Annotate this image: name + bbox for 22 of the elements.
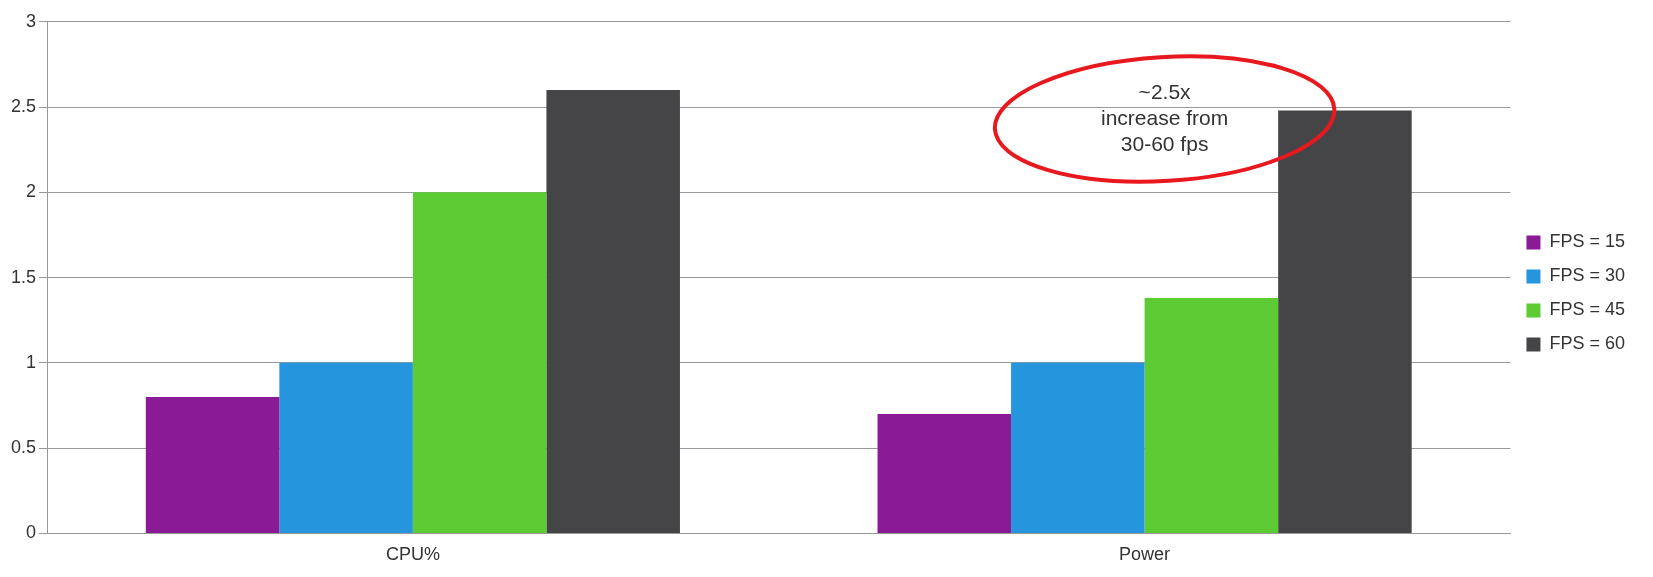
x-tick-label: Power (1119, 544, 1171, 565)
y-tick-label: 0 (26, 522, 37, 543)
annotation: ~2.5x increase from 30-60 fps (1100, 79, 1229, 155)
legend-label: FPS = 15 (1549, 231, 1625, 252)
y-tick-label: 2.5 (10, 96, 37, 117)
bar (1144, 298, 1279, 533)
legend-label: FPS = 45 (1549, 299, 1625, 320)
y-tick-label: 2 (26, 181, 37, 202)
legend-label: FPS = 60 (1549, 333, 1625, 354)
y-tick-label: 0.5 (10, 437, 37, 458)
y-tick-label: 1 (26, 351, 37, 372)
bar (1011, 362, 1145, 533)
bar (877, 414, 1012, 533)
y-tick-label: 3 (26, 10, 37, 31)
y-tick-label: 1.5 (10, 266, 37, 287)
legend-label: FPS = 30 (1549, 265, 1625, 286)
x-tick-label: CPU% (385, 544, 440, 565)
bar (546, 90, 680, 533)
bar (412, 192, 547, 533)
bar (145, 396, 280, 533)
bar (279, 362, 413, 533)
bar (1278, 110, 1412, 533)
